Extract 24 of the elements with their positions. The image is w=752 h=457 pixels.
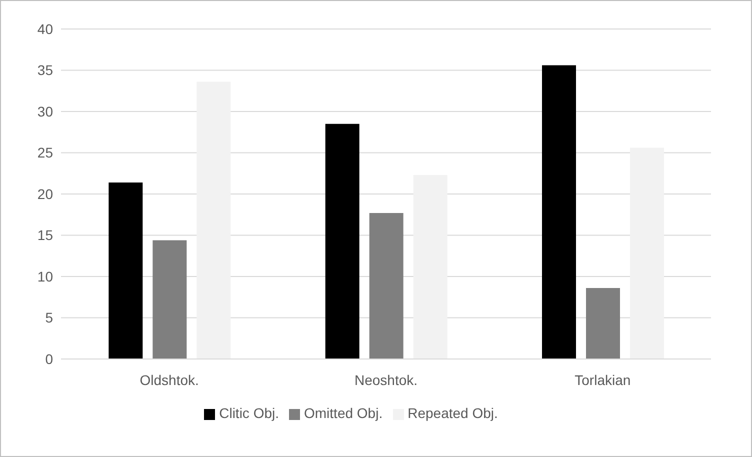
legend-label: Omitted Obj.: [304, 405, 383, 421]
y-tick-label: 10: [37, 268, 54, 284]
bar: [196, 82, 231, 359]
bar: [152, 240, 187, 359]
y-tick-label: 0: [45, 350, 54, 367]
y-tick-label: 40: [37, 20, 54, 37]
bar: [325, 124, 360, 359]
x-tick-label: Oldshtok.: [140, 372, 199, 388]
bar: [108, 182, 143, 359]
y-tick-label: 5: [45, 310, 54, 326]
bar: [542, 65, 576, 359]
x-tick-label: Torlakian: [574, 372, 631, 388]
y-tick-label: 15: [37, 227, 54, 244]
y-tick-label: 30: [37, 103, 54, 120]
bar: [369, 212, 404, 359]
bar: [630, 148, 664, 359]
bar: [586, 288, 620, 359]
y-tick-label: 35: [37, 62, 54, 78]
y-tick-label: 25: [37, 144, 54, 161]
legend-label: Repeated Obj.: [408, 405, 498, 421]
x-tick-label: Neoshtok.: [354, 372, 418, 388]
legend-label: Clitic Obj.: [219, 405, 279, 421]
bar: [413, 175, 448, 359]
y-tick-label: 20: [37, 186, 54, 202]
